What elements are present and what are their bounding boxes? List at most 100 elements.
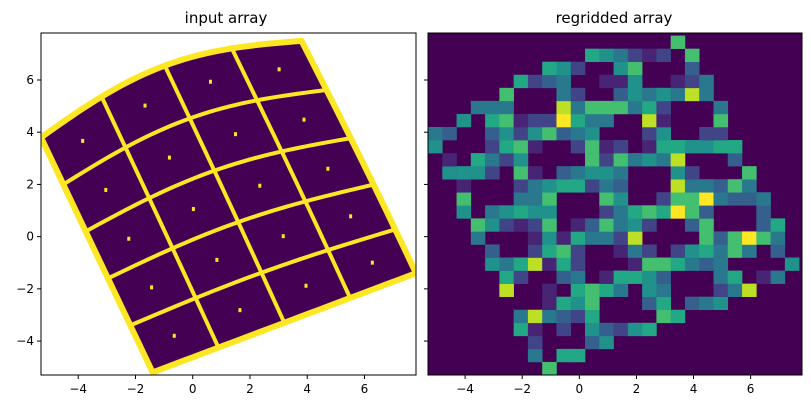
regridded-array-pixel [727,192,743,206]
input-array-grid-line [99,95,221,349]
regridded-array-pixel [542,283,557,297]
regridded-array-pixel [656,283,671,297]
regridded-array-pixel [585,153,600,167]
regridded-array-pixel [456,192,472,206]
regridded-array-pixel [513,179,529,193]
regridded-array-pixel [642,270,657,284]
regridded-array-pixel [570,218,586,232]
regridded-array-pixel [656,257,671,271]
input-array-x-tick-label: −4 [69,382,87,396]
input-array-x-tick-label: −2 [127,382,145,396]
regridded-array-pixel [627,100,643,115]
input-array-grid-line [84,136,352,234]
regridded-array-pixel [756,205,771,219]
regridded-array-x-tick-label: 0 [575,382,583,396]
regridded-array-pixel [542,205,557,219]
regridded-array-pixel [627,87,643,102]
regridded-array-pixel [470,166,486,180]
regridded-array-pixel [642,283,657,297]
regridded-array-pixel [499,257,514,271]
regridded-array-pixel [542,113,557,128]
regridded-array-pixel [513,257,529,271]
regridded-array-x-tick-label: −4 [456,382,474,396]
regridded-array-x-tick-label: 6 [747,382,755,396]
regridded-array-pixel [499,283,514,297]
regridded-array-pixel [485,244,500,258]
regridded-array-pixel [699,296,714,311]
regridded-array-pixel [513,126,529,141]
regridded-array-pixel [642,153,657,167]
regridded-array-pixel [556,257,572,271]
regridded-array-pixel [527,166,543,180]
regridded-array-pixel [556,61,572,76]
regridded-array-y-ticks [424,79,428,342]
input-array-cell-dot [81,138,85,143]
regridded-array-pixel [542,296,557,311]
regridded-array-pixel [627,205,643,219]
input-array-cell-dot [208,79,212,84]
regridded-array-pixel [570,87,586,102]
regridded-array-pixel [656,296,671,311]
regridded-array-pixel [684,87,700,102]
regridded-array-pixel [499,100,514,115]
regridded-array-pixel [613,270,629,284]
input-array-y-ticks: −4 −2 0 2 4 6 [16,73,41,348]
regridded-array-pixel [599,205,614,219]
regridded-array-pixel [570,257,586,271]
regridded-array-x-tick-label: −2 [513,382,531,396]
regridded-array-pixel [513,322,529,337]
regridded-array-pixel [527,309,543,324]
regridded-array-pixel [656,192,671,206]
regridded-array-pixel [642,257,657,271]
regridded-array-pixel [470,218,486,232]
regridded-array-pixel [556,74,572,89]
regridded-array-pixel [727,179,743,193]
regridded-array-pixel [642,126,657,141]
regridded-array-pixel [542,309,557,324]
regridded-array-pixel [542,61,557,76]
regridded-array-pixel [656,140,671,154]
regridded-array-pixel [499,140,514,154]
regridded-array-pixel [713,179,729,193]
input-array-cell-dot [127,236,131,241]
input-array-cell-dot [349,214,353,219]
regridded-array-pixel [713,113,729,128]
regridded-array-pixel [770,270,786,284]
input-array-cell-dot [281,234,285,239]
regridded-array-pixel [499,126,514,141]
regridded-array-pixel [556,126,572,141]
regridded-array-pixel [613,205,629,219]
regridded-array-pixel [684,218,700,232]
regridded-array-pixel [556,166,572,180]
regridded-array-pixel [485,100,500,115]
regridded-array-pixel [527,218,543,232]
regridded-array-pixel [442,153,457,167]
regridded-array-pixel [670,74,686,89]
regridded-array-pixel [727,153,743,167]
regridded-array-pixel [542,179,557,193]
regridded-array-pixel [613,283,629,297]
regridded-array-pixel [485,218,500,232]
regridded-array-pixel [527,348,543,363]
regridded-array-pixel [542,361,557,375]
regridded-array-pixel [570,231,586,245]
regridded-array-pixel [613,231,629,245]
input-array-cell-dot [143,103,147,108]
regridded-array-pixel [627,153,643,167]
regridded-array-pixel [684,74,700,89]
regridded-array-pixel [670,309,686,324]
regridded-array-pixel [670,87,686,102]
regridded-array-pixel [585,166,600,180]
regridded-array-pixel [684,244,700,258]
regridded-array-pixel [699,87,714,102]
regridded-array-pixel [670,35,686,49]
input-array-cell-dot [104,187,108,192]
regridded-array-pixel [684,61,700,76]
regridded-array-pixel [656,87,671,102]
regridded-array-pixel [599,166,614,180]
regridded-array-pixel [570,296,586,311]
regridded-array-pixel [570,100,586,115]
regridded-array-pixel [585,218,600,232]
regridded-array-pixel [684,205,700,219]
regridded-array-pixel [456,179,472,193]
